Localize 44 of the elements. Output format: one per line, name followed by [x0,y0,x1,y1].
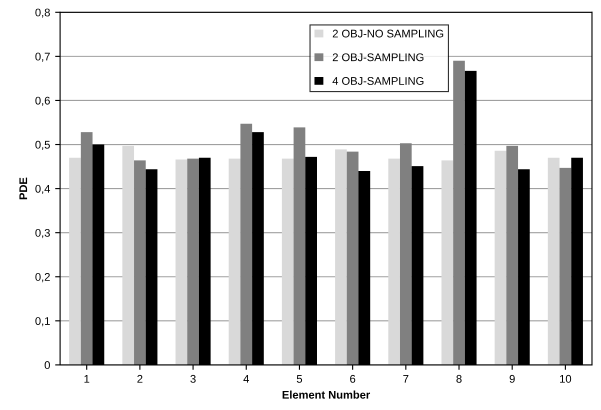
bar [346,152,358,365]
x-tick-label: 8 [456,374,462,383]
x-tick-label: 10 [560,374,572,383]
bar [453,60,465,365]
legend-label: 2 OBJ-NO SAMPLING [332,30,444,38]
legend-label: 4 OBJ-SAMPLING [332,77,424,85]
x-tick-label: 2 [137,374,142,383]
y-tick-label: 0,7 [35,52,50,62]
y-tick-label: 0 [44,361,50,370]
x-tick-label: 7 [403,375,408,383]
bar [560,168,572,365]
bar [506,146,518,365]
y-tick-label: 0,4 [35,184,50,194]
y-axis-title: PDE [19,178,28,200]
legend-label: 2 OBJ-SAMPLING [332,53,424,62]
y-tick-label: 0,2 [35,273,50,282]
y-tick-label: 0,5 [35,140,50,150]
x-tick-label: 1 [84,375,90,383]
bar [388,158,400,365]
y-tick-label: 0,3 [35,228,50,238]
x-tick-label: 5 [296,375,302,383]
bar [335,149,347,365]
bar [294,127,306,365]
x-axis-title: Element Number [282,390,370,399]
y-tick-label: 0,8 [35,8,50,18]
bar [441,160,454,365]
bar [494,150,506,365]
bar [282,158,294,365]
bar [122,146,134,365]
x-tick-label: 9 [510,374,515,383]
x-tick-label: 6 [350,374,356,383]
bar [240,124,252,365]
bar [176,160,188,365]
bar [548,158,560,365]
x-tick-label: 3 [190,374,196,383]
bar [400,143,412,365]
y-tick-label: 0,1 [35,317,50,326]
bar [134,160,146,365]
bar [228,158,240,365]
x-tick-label: 4 [243,375,250,383]
y-tick-label: 0,6 [35,96,50,106]
bar [69,158,81,365]
bar [187,158,199,365]
bar [80,132,93,365]
